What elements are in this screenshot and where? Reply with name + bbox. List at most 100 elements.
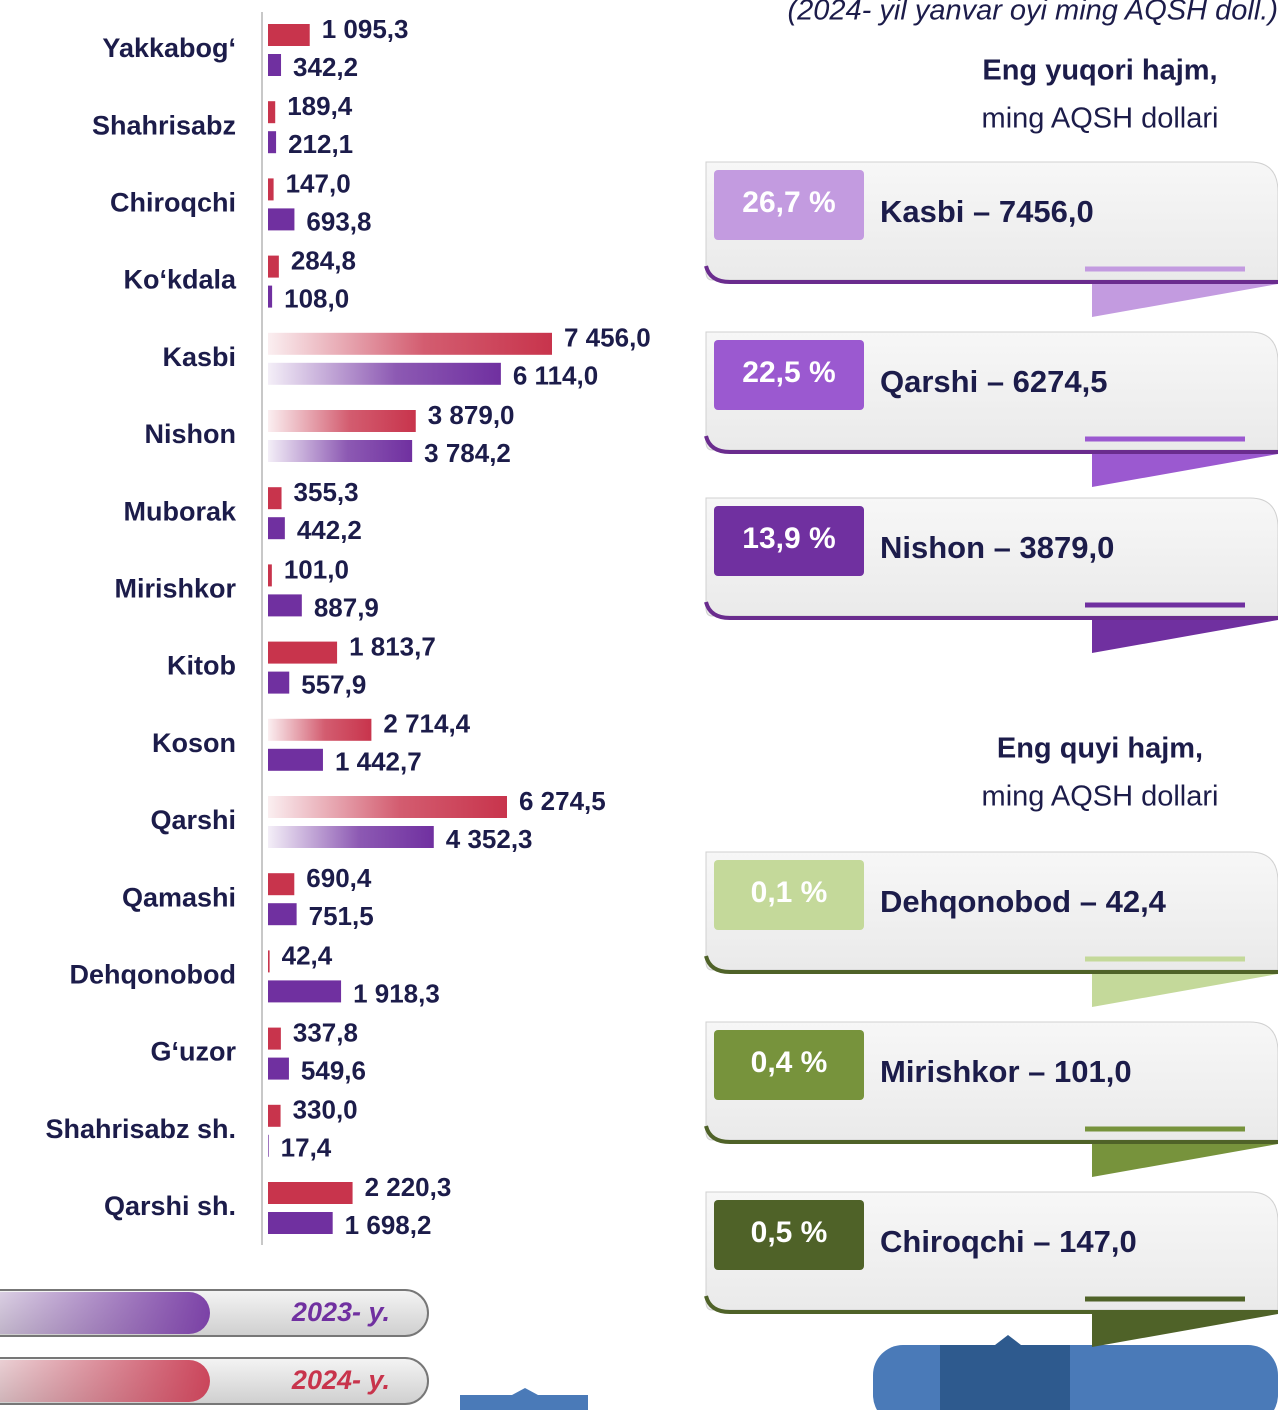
bar (268, 24, 310, 46)
value-label: 1 442,7 (335, 747, 422, 777)
percent: 0,4 % (751, 1046, 828, 1079)
value-label: 1 813,7 (349, 631, 436, 661)
bar (268, 362, 501, 385)
percent: 22,5 % (742, 356, 835, 389)
category-label: Koson (152, 728, 236, 758)
value-label: 212,1 (288, 129, 353, 159)
value-label: 101,0 (284, 554, 349, 584)
bar (268, 332, 552, 355)
ribbon (1092, 284, 1278, 317)
unit: ming AQSH dollari (982, 103, 1219, 135)
card-label: Mirishkor – 101,0 (880, 1054, 1132, 1089)
card-label: Nishon – 3879,0 (880, 530, 1114, 565)
value-label: 355,3 (294, 477, 359, 507)
heading: Eng quyi hajm, (997, 733, 1203, 765)
value-label: 342,2 (293, 52, 358, 82)
legend-label: 2023- y. (291, 1297, 390, 1327)
value-label: 442,2 (297, 515, 362, 545)
bar (268, 208, 295, 231)
bar (268, 748, 323, 771)
percent-badge (714, 1200, 864, 1270)
card-edge (704, 1125, 1278, 1144)
bar (268, 826, 434, 848)
value-label: 7 456,0 (564, 323, 651, 353)
bar (268, 178, 274, 201)
card-edge (704, 955, 1278, 974)
bar (268, 517, 285, 540)
bar (268, 641, 338, 664)
bar (268, 101, 276, 124)
bar (268, 1134, 269, 1157)
percent-badge (714, 860, 864, 930)
category-label: Qarshi sh. (104, 1191, 236, 1221)
legend-label: 2024- y. (291, 1365, 390, 1395)
value-label: 330,0 (293, 1095, 358, 1125)
category-label: Ko‘kdala (123, 265, 237, 295)
value-label: 549,6 (301, 1055, 366, 1085)
percent: 26,7 % (742, 186, 835, 219)
value-label: 4 352,3 (446, 824, 533, 854)
legend-swatch (0, 1360, 210, 1402)
card-edge (704, 1295, 1278, 1314)
value-label: 42,4 (282, 940, 333, 970)
category-label: Nishon (145, 419, 237, 449)
category-label: Mirishkor (114, 574, 236, 604)
value-label: 3 784,2 (424, 438, 511, 468)
category-label: Kitob (167, 651, 236, 681)
bar (268, 950, 270, 973)
bar (268, 873, 295, 896)
value-label: 557,9 (301, 669, 366, 699)
value-label: 1 698,2 (345, 1210, 432, 1240)
value-label: 887,9 (314, 592, 379, 622)
category-label: Chiroqchi (110, 188, 236, 218)
percent: 0,1 % (751, 876, 828, 909)
bar (268, 410, 416, 432)
percent: 0,5 % (751, 1216, 828, 1249)
value-label: 189,4 (287, 91, 353, 121)
category-label: Qamashi (122, 882, 236, 912)
bar (268, 1212, 333, 1234)
value-label: 693,8 (306, 206, 371, 236)
bar (268, 718, 372, 741)
percent-badge (714, 340, 864, 410)
ribbon (1092, 1314, 1278, 1347)
decor (460, 1388, 588, 1410)
value-label: 1 095,3 (322, 14, 409, 44)
subtitle: (2024- yil yanvar oyi ming AQSH doll.) (788, 0, 1278, 27)
card-label: Chiroqchi – 147,0 (880, 1224, 1137, 1259)
bar (268, 440, 413, 462)
heading: Eng yuqori hajm, (982, 55, 1217, 87)
card-edge (704, 601, 1278, 620)
value-label: 337,8 (293, 1017, 358, 1047)
category-label: Muborak (123, 496, 236, 526)
category-label: Kasbi (162, 342, 236, 372)
ribbon (1092, 620, 1278, 653)
category-label: Qarshi (150, 805, 236, 835)
percent-badge (714, 506, 864, 576)
bar (268, 255, 279, 278)
bar (268, 1182, 353, 1204)
value-label: 284,8 (291, 245, 356, 275)
value-label: 1 918,3 (353, 978, 440, 1008)
bar (268, 796, 507, 818)
decor (873, 1345, 1278, 1410)
bar (268, 285, 273, 308)
ribbon (1092, 974, 1278, 1007)
value-label: 17,4 (281, 1133, 332, 1163)
card-edge (704, 435, 1278, 454)
value-label: 6 114,0 (513, 361, 598, 391)
legend-swatch (0, 1292, 210, 1334)
bar (268, 594, 302, 617)
card-label: Kasbi – 7456,0 (880, 194, 1094, 229)
unit: ming AQSH dollari (982, 781, 1219, 813)
decor (940, 1335, 1070, 1410)
value-label: 2 714,4 (383, 709, 470, 739)
category-label: Shahrisabz (92, 110, 236, 140)
category-label: Yakkabog‘ (102, 33, 236, 63)
value-label: 147,0 (286, 168, 351, 198)
card-label: Dehqonobod – 42,4 (880, 884, 1167, 919)
bar (268, 980, 342, 1003)
category-label: G‘uzor (151, 1037, 237, 1067)
card-edge (704, 265, 1278, 284)
